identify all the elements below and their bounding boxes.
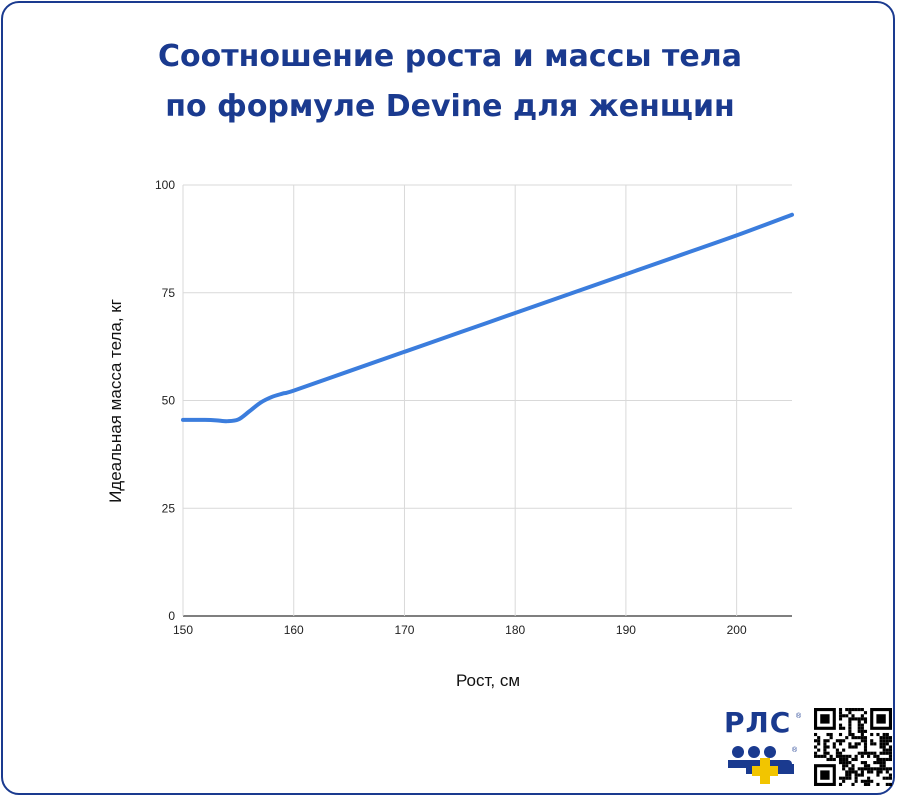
y-tick-label: 100 [155,178,175,192]
grid-lines [182,184,792,617]
title-line-1: Соотношение роста и массы тела [158,39,742,74]
logo-text: РЛС [724,706,792,739]
x-axis-title: Рост, см [456,671,520,690]
rls-logo-icon: РЛС ® ® [724,706,804,784]
y-tick-label: 50 [162,394,176,408]
series-line [181,212,794,424]
x-tick-label: 170 [394,623,414,637]
qr-code-icon[interactable] [814,708,892,786]
logo-graphic: ® ® [728,712,802,784]
x-tick-label: 200 [727,623,747,637]
title-line-2: по формуле Devine для женщин [165,89,735,124]
y-tick-label: 25 [162,501,176,515]
tick-labels: 0 25 50 75 100 150 160 170 180 190 200 [155,178,747,637]
series-layer [181,212,794,424]
x-tick-label: 150 [173,623,193,637]
y-tick-label: 75 [162,286,176,300]
svg-text:®: ® [792,746,798,754]
x-tick-label: 160 [284,623,304,637]
x-tick-label: 190 [616,623,636,637]
y-tick-label: 0 [168,609,175,623]
x-tick-label: 180 [505,623,525,637]
svg-text:®: ® [796,712,802,720]
y-axis-title: Идеальная масса тела, кг [106,299,125,503]
page-title: Соотношение роста и массы тела по формул… [0,32,900,132]
